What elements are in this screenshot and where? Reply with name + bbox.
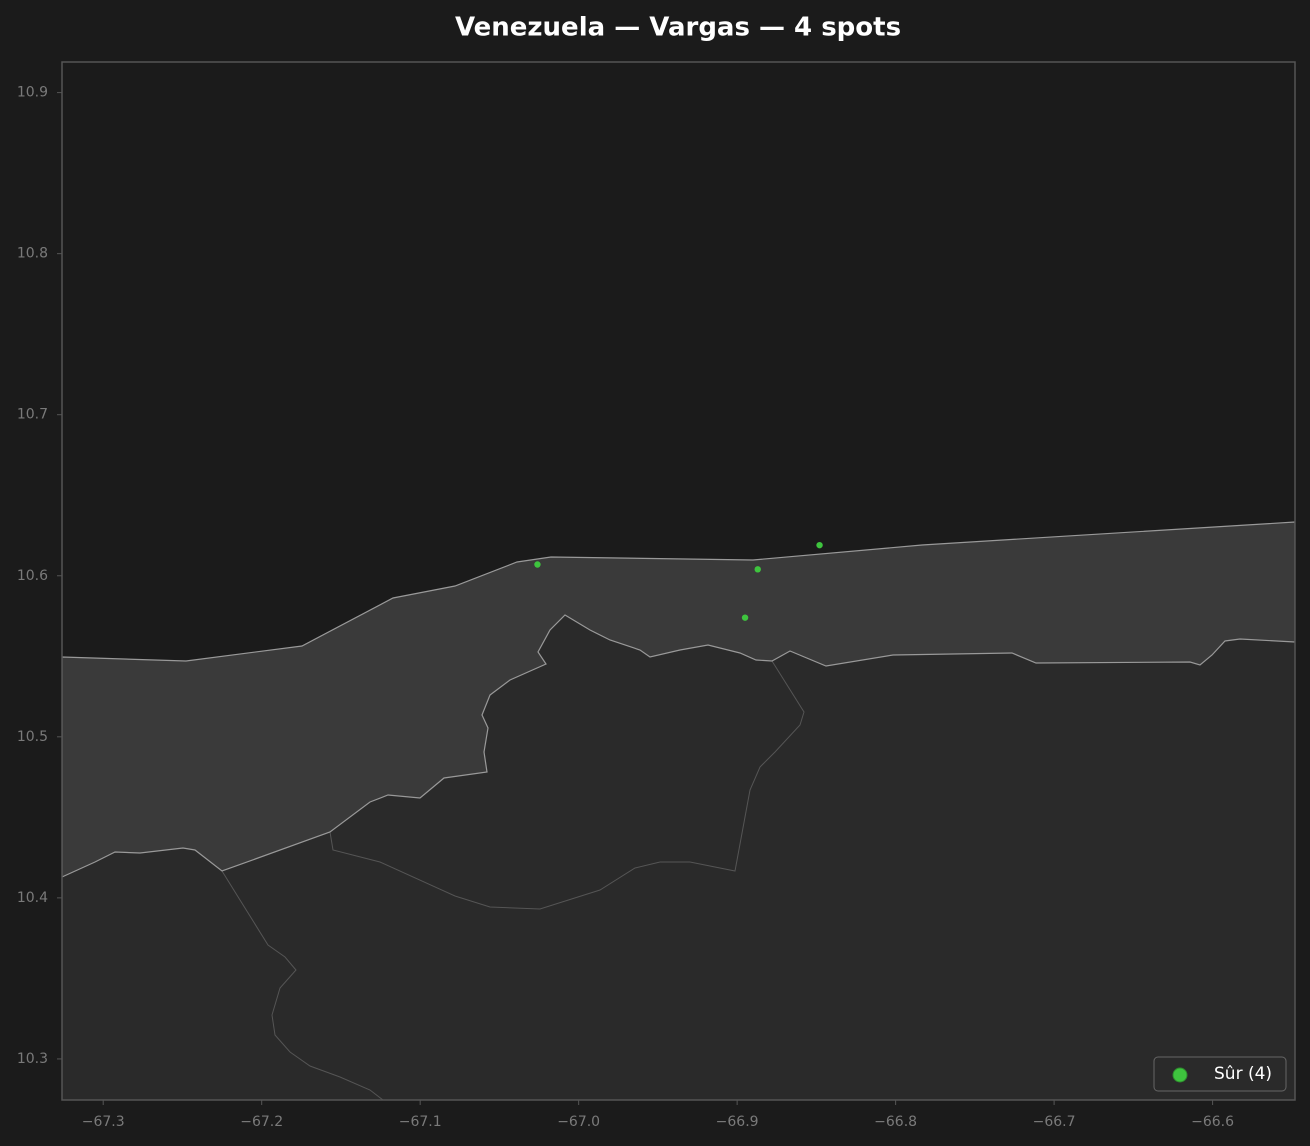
x-tick-label: −66.7: [1033, 1114, 1076, 1130]
x-tick-label: −67.0: [557, 1114, 600, 1130]
y-tick-label: 10.8: [17, 246, 48, 262]
vargas-state: [62, 521, 1295, 878]
y-tick-label: 10.6: [17, 568, 48, 584]
y-tick-label: 10.4: [17, 890, 48, 906]
y-tick-label: 10.3: [17, 1051, 48, 1067]
spot: [754, 566, 761, 573]
x-tick-label: −66.9: [716, 1114, 759, 1130]
y-tick-label: 10.7: [17, 407, 48, 423]
spot: [534, 561, 541, 568]
x-tick-label: −66.8: [874, 1114, 917, 1130]
spot: [816, 541, 823, 549]
region-boundary: [221, 660, 805, 1100]
legend-box: [1153, 1056, 1287, 1092]
x-tick-label: −67.1: [399, 1114, 442, 1130]
y-tick-label: 10.9: [17, 85, 48, 101]
chart-title: Venezuela — Vargas — 4 spots: [455, 13, 901, 43]
x-tick-label: −67.3: [82, 1114, 125, 1130]
x-tick-label: −67.2: [240, 1114, 283, 1130]
spot: [741, 614, 749, 621]
legend-label: Sûr (4): [1214, 1064, 1272, 1084]
x-tick-label: −66.6: [1191, 1114, 1234, 1130]
y-tick-label: 10.5: [17, 729, 48, 745]
legend-marker: [1172, 1067, 1188, 1083]
axes-frame: [61, 61, 1296, 1101]
map: [62, 521, 1295, 1100]
